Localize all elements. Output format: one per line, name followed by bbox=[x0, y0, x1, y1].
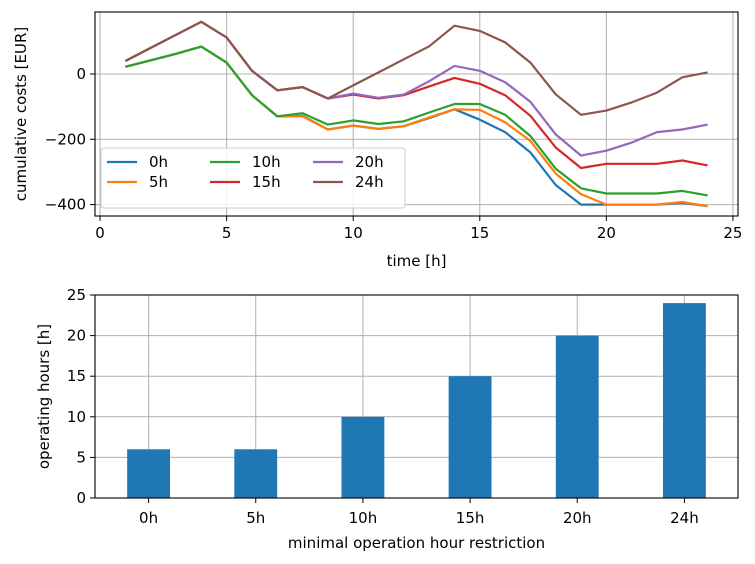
x-tick-label: 25 bbox=[723, 224, 742, 242]
legend-label-5h: 5h bbox=[149, 173, 168, 191]
legend-label-24h: 24h bbox=[355, 173, 384, 191]
y-tick-label: 20 bbox=[67, 327, 86, 345]
y-tick-label: −400 bbox=[45, 196, 86, 214]
line-chart-frame bbox=[94, 11, 739, 217]
bar-chart-bars bbox=[127, 303, 706, 498]
x-tick-label-15h: 15h bbox=[456, 509, 485, 527]
bar-10h bbox=[341, 416, 385, 498]
x-tick-label-0h: 0h bbox=[139, 509, 158, 527]
bar-chart: 0 5 10 15 20 25 0h 5h 10h 15h 20h 24h minimal opera… bbox=[35, 286, 739, 552]
bar-chart-frame bbox=[94, 294, 739, 499]
line-chart-ticks: 0 5 10 15 20 25 −400 −200 0 bbox=[45, 65, 743, 242]
x-tick-label: 5 bbox=[222, 224, 232, 242]
x-tick-label: 15 bbox=[470, 224, 489, 242]
y-tick-label: 25 bbox=[67, 286, 86, 304]
x-tick-label-10h: 10h bbox=[349, 509, 378, 527]
series-line-10h bbox=[125, 45, 708, 197]
x-tick-label: 20 bbox=[597, 224, 616, 242]
bar-0h bbox=[127, 449, 171, 498]
x-tick-label-20h: 20h bbox=[563, 509, 592, 527]
line-chart: 0 5 10 15 20 25 −400 −200 0 time [h] cumulative … bbox=[12, 11, 743, 270]
bar-15h bbox=[448, 376, 492, 498]
line-chart-y-axis-label: cumulative costs [EUR] bbox=[12, 27, 30, 201]
bar-chart-ticks: 0 5 10 15 20 25 0h 5h 10h 15h 20h 24h bbox=[67, 286, 699, 527]
y-tick-label: −200 bbox=[45, 130, 86, 148]
y-tick-label: 10 bbox=[67, 408, 86, 426]
series-line-20h bbox=[124, 20, 708, 157]
bar-chart-x-axis-label: minimal operation hour restriction bbox=[288, 534, 545, 552]
series-line-24h bbox=[124, 20, 708, 116]
y-tick-label: 5 bbox=[76, 448, 86, 466]
line-chart-legend: 0h 5h 10h 15h 20h 24h bbox=[100, 147, 406, 209]
bar-24h bbox=[662, 303, 706, 498]
bar-chart-y-axis-label: operating hours [h] bbox=[35, 324, 53, 469]
x-tick-label-5h: 5h bbox=[246, 509, 265, 527]
bar-chart-grid bbox=[95, 294, 738, 499]
y-tick-label: 0 bbox=[76, 489, 86, 507]
y-tick-label: 15 bbox=[67, 367, 86, 385]
bar-5h bbox=[234, 449, 278, 498]
x-tick-label-24h: 24h bbox=[670, 509, 699, 527]
x-tick-label: 0 bbox=[95, 224, 105, 242]
legend-label-15h: 15h bbox=[252, 173, 281, 191]
bar-20h bbox=[555, 335, 599, 498]
line-chart-series bbox=[124, 20, 708, 208]
line-chart-x-axis-label: time [h] bbox=[387, 252, 447, 270]
x-tick-label: 10 bbox=[344, 224, 363, 242]
legend-label-10h: 10h bbox=[252, 153, 281, 171]
y-tick-label: 0 bbox=[76, 65, 86, 83]
legend-label-20h: 20h bbox=[355, 153, 384, 171]
legend-label-0h: 0h bbox=[149, 153, 168, 171]
